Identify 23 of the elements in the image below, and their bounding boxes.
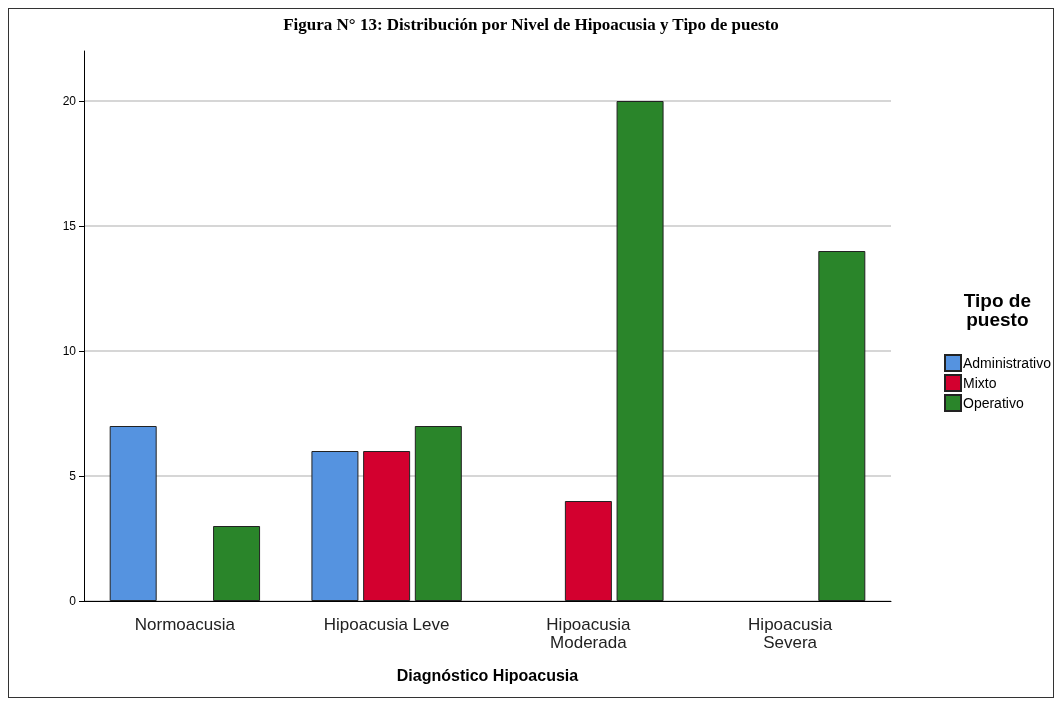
x-tick-label: Hipoacusia Moderada <box>546 614 631 652</box>
bar <box>414 426 462 601</box>
legend-label: Mixto <box>963 375 997 391</box>
y-tick-label: 5 <box>69 469 77 483</box>
bar <box>363 451 411 601</box>
bar <box>311 451 359 601</box>
y-tick-label: 20 <box>62 94 77 108</box>
x-tick-label: Normoacusia <box>134 614 236 634</box>
legend-title: Tipo de puesto <box>963 290 1032 330</box>
chart-title: Figura N° 13: Distribución por Nivel de Hipoacusia y Tipo de puesto <box>283 15 779 34</box>
x-axis-title: Diagnóstico Hipoacusia <box>396 666 579 684</box>
bar <box>616 101 664 601</box>
y-tick-label: 0 <box>69 594 77 608</box>
bar <box>564 501 612 601</box>
bar <box>213 526 261 601</box>
y-tick-label: 15 <box>62 219 77 233</box>
x-tick-label: Hipoacusia Severa <box>748 614 833 652</box>
legend-label: Administrativo <box>963 355 1052 371</box>
y-tick-label: 10 <box>62 344 77 358</box>
bar <box>818 251 866 601</box>
bar <box>109 426 157 601</box>
legend-label: Operativo <box>963 395 1024 411</box>
x-tick-label: Hipoacusia Leve <box>323 614 450 634</box>
